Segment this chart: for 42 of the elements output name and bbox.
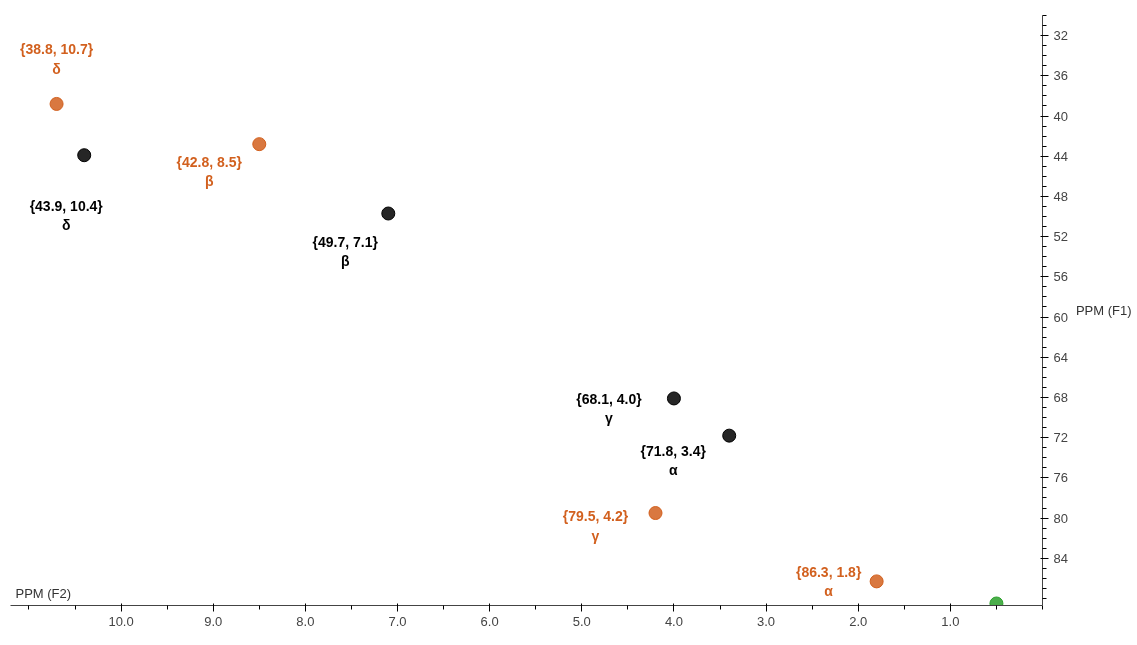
point bbox=[869, 574, 884, 589]
x-tick-label: 1.0 bbox=[941, 613, 960, 629]
x-tick-label: 8.0 bbox=[296, 613, 315, 629]
x-tick-label: 3.0 bbox=[757, 613, 776, 629]
y-tick-label: 68 bbox=[1053, 389, 1068, 405]
data-label: {68.1, 4.0} γ bbox=[576, 390, 643, 427]
data-label: {42.8, 8.5} β bbox=[176, 153, 243, 189]
x-tick-label: 7.0 bbox=[388, 613, 407, 629]
y-tick-label: 36 bbox=[1053, 68, 1068, 84]
data-label: {86.3, 1.8} α bbox=[795, 563, 862, 599]
point bbox=[252, 137, 267, 152]
y-tick-label: 52 bbox=[1053, 229, 1068, 245]
data-label: {38.8, 10.7} δ bbox=[19, 41, 94, 77]
y-tick-label: 76 bbox=[1053, 470, 1068, 486]
y-tick-label: 40 bbox=[1053, 108, 1068, 124]
point bbox=[77, 148, 92, 163]
data-label: {49.7, 7.1} β bbox=[312, 233, 379, 270]
y-axis-title: PPM (F1) bbox=[1075, 303, 1132, 318]
y-tick-label: 84 bbox=[1053, 550, 1068, 566]
point bbox=[49, 96, 64, 111]
x-tick-label: 6.0 bbox=[480, 613, 499, 629]
x-tick-label: 9.0 bbox=[204, 613, 223, 629]
data-label: {43.9, 10.4} δ bbox=[29, 197, 104, 233]
x-tick-label: 10.0 bbox=[108, 613, 134, 629]
x-tick-label: 5.0 bbox=[572, 613, 591, 629]
y-tick-label: 60 bbox=[1053, 309, 1068, 325]
y-tick-label: 32 bbox=[1053, 28, 1068, 44]
data-label: {71.8, 3.4} α bbox=[640, 443, 707, 479]
point bbox=[648, 506, 663, 521]
data-label: {79.5, 4.2} γ bbox=[562, 508, 629, 544]
y-tick-label: 80 bbox=[1053, 510, 1068, 526]
point bbox=[666, 391, 681, 406]
y-tick-label: 56 bbox=[1053, 269, 1068, 285]
point bbox=[722, 428, 737, 443]
y-tick-label: 44 bbox=[1053, 148, 1068, 164]
point bbox=[381, 206, 396, 221]
y-tick-label: 64 bbox=[1053, 349, 1068, 365]
y-tick-label: 72 bbox=[1053, 430, 1068, 446]
x-tick-label: 4.0 bbox=[664, 613, 683, 629]
x-axis-title: PPM (F2) bbox=[15, 585, 72, 601]
y-tick-label: 48 bbox=[1053, 188, 1068, 204]
x-tick-label: 2.0 bbox=[849, 613, 868, 629]
